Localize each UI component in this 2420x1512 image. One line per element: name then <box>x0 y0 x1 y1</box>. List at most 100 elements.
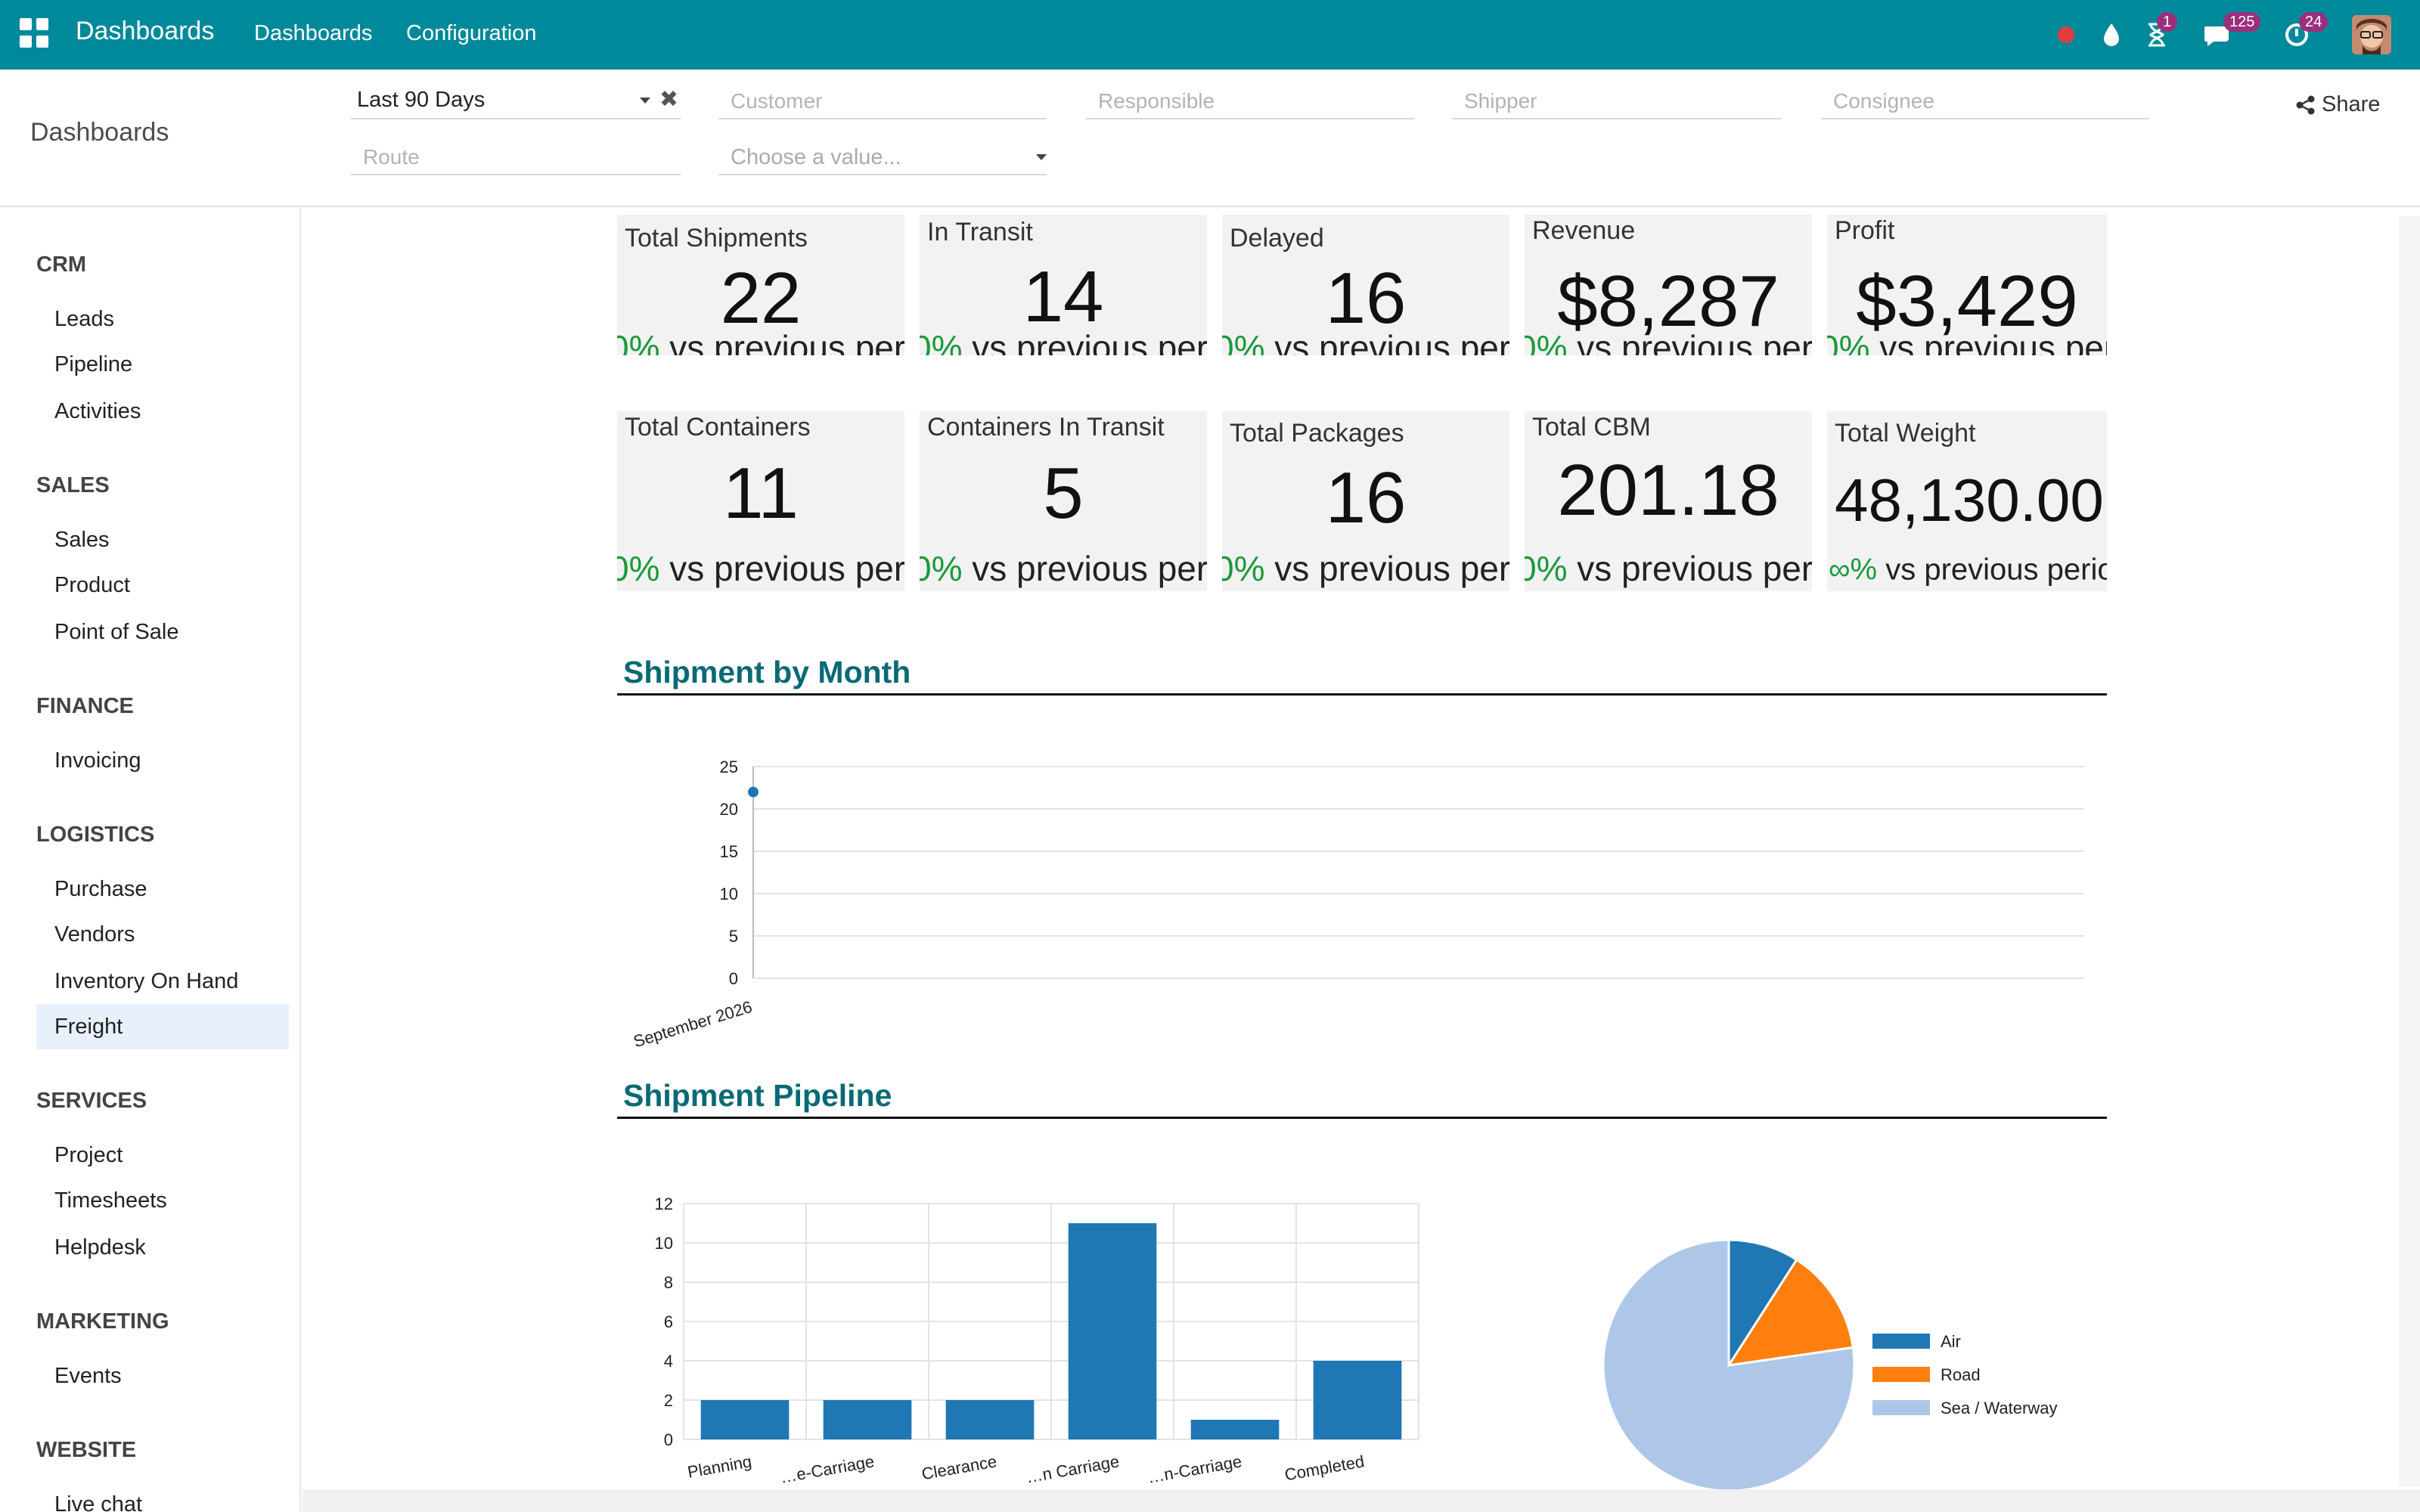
y-tick-label: 5 <box>729 927 738 946</box>
sidebar-item-helpdesk[interactable]: Helpdesk <box>54 1235 146 1259</box>
sidebar-item-project[interactable]: Project <box>54 1143 123 1167</box>
sidebar: CRM Leads Pipeline Activities SALES Sale… <box>0 209 301 1512</box>
kpi-change: 0% vs previous period <box>920 549 1207 588</box>
sidebar-section-marketing: MARKETING <box>36 1309 169 1334</box>
sidebar-item-product[interactable]: Product <box>54 573 130 597</box>
messages-count-badge: 125 <box>2223 12 2261 32</box>
kpi-card-total-packages[interactable]: Total Packages 16 0% vs previous period <box>1222 411 1509 591</box>
y-tick-label: 8 <box>664 1273 673 1292</box>
y-tick-label: 25 <box>720 758 738 776</box>
kpi-card-total-cbm[interactable]: Total CBM 201.18 0% vs previous period <box>1525 411 1812 591</box>
share-button[interactable]: Share <box>2296 92 2380 117</box>
kpi-card-delayed[interactable]: Delayed 16 0% vs previous period <box>1222 215 1509 355</box>
sidebar-item-sales[interactable]: Sales <box>54 528 110 552</box>
horizontal-scrollbar[interactable] <box>302 1489 2420 1512</box>
legend-label: Road <box>1941 1365 1981 1384</box>
chevron-down-icon <box>640 98 650 104</box>
period-select-value: Last 90 Days <box>357 88 486 112</box>
customer-field[interactable]: Customer <box>718 80 1047 119</box>
legend-label: Air <box>1941 1332 1961 1351</box>
route-field[interactable]: Route <box>351 136 681 175</box>
kpi-card-total-weight[interactable]: Total Weight 48,130.00 ∞% vs previous pe… <box>1827 411 2107 591</box>
pie-slice <box>1727 1238 1798 1370</box>
shipment-by-month-chart: 0 5 10 15 20 25 September 2026 <box>631 758 2084 1051</box>
drop-icon[interactable] <box>2096 0 2127 70</box>
sidebar-item-timesheets[interactable]: Timesheets <box>54 1188 167 1213</box>
updates-icon[interactable] <box>2279 0 2314 70</box>
sidebar-item-leads[interactable]: Leads <box>54 307 115 331</box>
sidebar-item-live-chat[interactable]: Live chat <box>54 1492 143 1512</box>
sidebar-item-inventory-on-hand[interactable]: Inventory On Hand <box>54 969 239 993</box>
clear-icon[interactable]: ✖ <box>659 87 679 112</box>
shipper-field[interactable]: Shipper <box>1452 80 1782 119</box>
kpi-title: Total Weight <box>1835 419 1976 448</box>
messages-icon[interactable] <box>2201 0 2235 70</box>
y-tick-label: 12 <box>655 1194 673 1213</box>
sidebar-item-invoicing[interactable]: Invoicing <box>54 748 141 773</box>
sidebar-item-vendors[interactable]: Vendors <box>54 922 135 947</box>
kpi-change: 0% vs previous period <box>1222 549 1509 588</box>
y-tick-label: 15 <box>720 842 738 861</box>
x-tick-label: Planning <box>686 1452 753 1481</box>
legend-swatch <box>1872 1334 1930 1349</box>
y-tick-label: 0 <box>664 1430 673 1449</box>
shipment-pipeline-bar-chart: 0 2 4 6 8 10 12 Planning …e-Carriage Clearance …n … <box>655 1194 1419 1487</box>
x-tick-label: …e-Carriage <box>779 1452 876 1486</box>
choose-value-select[interactable]: Choose a value... <box>718 136 1047 175</box>
shipment-mode-pie-chart: Air Road Sea / Waterway <box>1602 1238 2057 1489</box>
y-tick-label: 2 <box>664 1391 673 1410</box>
activity-count-badge: 1 <box>2157 12 2178 32</box>
period-select[interactable]: Last 90 Days ✖ <box>351 80 681 119</box>
kpi-change: 0% vs previous period <box>1827 328 2107 355</box>
responsible-field[interactable]: Responsible <box>1086 80 1414 119</box>
kpi-card-revenue[interactable]: Revenue $8,287 0% vs previous period <box>1525 215 1812 355</box>
sidebar-item-freight[interactable]: Freight <box>36 1004 289 1049</box>
y-tick-label: 0 <box>729 969 738 988</box>
consignee-field[interactable]: Consignee <box>1821 80 2149 119</box>
kpi-change: 0% vs previous period <box>920 328 1207 355</box>
x-tick-label: …n-Carriage <box>1146 1452 1243 1486</box>
kpi-title: Total CBM <box>1532 413 1651 442</box>
route-placeholder: Route <box>363 145 420 169</box>
kpi-title: Revenue <box>1532 216 1636 245</box>
vertical-scrollbar[interactable] <box>2399 216 2420 1486</box>
kpi-value: 16 <box>1325 258 1407 339</box>
bar <box>1313 1361 1402 1439</box>
y-tick-label: 10 <box>655 1234 673 1253</box>
kpi-value: $8,287 <box>1557 261 1779 342</box>
top-navbar: Dashboards Dashboards Configuration 1 12… <box>0 0 2420 70</box>
consignee-placeholder: Consignee <box>1833 89 1934 113</box>
pie-slice <box>1602 1238 1856 1489</box>
app-brand[interactable]: Dashboards <box>76 17 215 45</box>
share-icon <box>2296 95 2315 114</box>
kpi-card-total-containers[interactable]: Total Containers 11 0% vs previous perio… <box>617 411 904 591</box>
sidebar-item-purchase[interactable]: Purchase <box>54 877 147 901</box>
kpi-card-total-shipments[interactable]: Total Shipments 22 0% vs previous period <box>617 215 904 355</box>
kpi-card-containers-in-transit[interactable]: Containers In Transit 5 0% vs previous p… <box>920 411 1207 591</box>
kpi-value: 14 <box>1022 256 1104 337</box>
kpi-card-profit[interactable]: Profit $3,429 0% vs previous period <box>1827 215 2107 355</box>
recording-icon[interactable] <box>2054 0 2078 70</box>
sidebar-item-point-of-sale[interactable]: Point of Sale <box>54 620 179 644</box>
bar <box>945 1400 1035 1439</box>
kpi-card-in-transit[interactable]: In Transit 14 0% vs previous period <box>920 215 1207 355</box>
sidebar-item-pipeline[interactable]: Pipeline <box>54 352 133 376</box>
kpi-value: 201.18 <box>1557 450 1779 531</box>
share-label: Share <box>2322 92 2381 116</box>
customer-placeholder: Customer <box>731 89 823 113</box>
menu-dashboards[interactable]: Dashboards <box>254 21 373 45</box>
sidebar-item-activities[interactable]: Activities <box>54 399 141 423</box>
sidebar-item-events[interactable]: Events <box>54 1364 122 1388</box>
kpi-change: ∞% vs previous period <box>1829 553 2107 587</box>
kpi-title: Profit <box>1835 216 1895 245</box>
apps-menu-icon[interactable] <box>20 18 50 48</box>
user-avatar[interactable] <box>2352 15 2391 54</box>
kpi-title: Total Shipments <box>625 224 808 253</box>
chevron-down-icon <box>1036 154 1047 160</box>
menu-configuration[interactable]: Configuration <box>406 21 537 45</box>
kpi-value: $3,429 <box>1856 261 2078 342</box>
activity-hourglass-icon[interactable] <box>2142 0 2172 70</box>
legend-swatch <box>1872 1367 1930 1382</box>
x-tick-label: Completed <box>1283 1452 1366 1484</box>
x-tick-label: …n Carriage <box>1025 1452 1121 1486</box>
